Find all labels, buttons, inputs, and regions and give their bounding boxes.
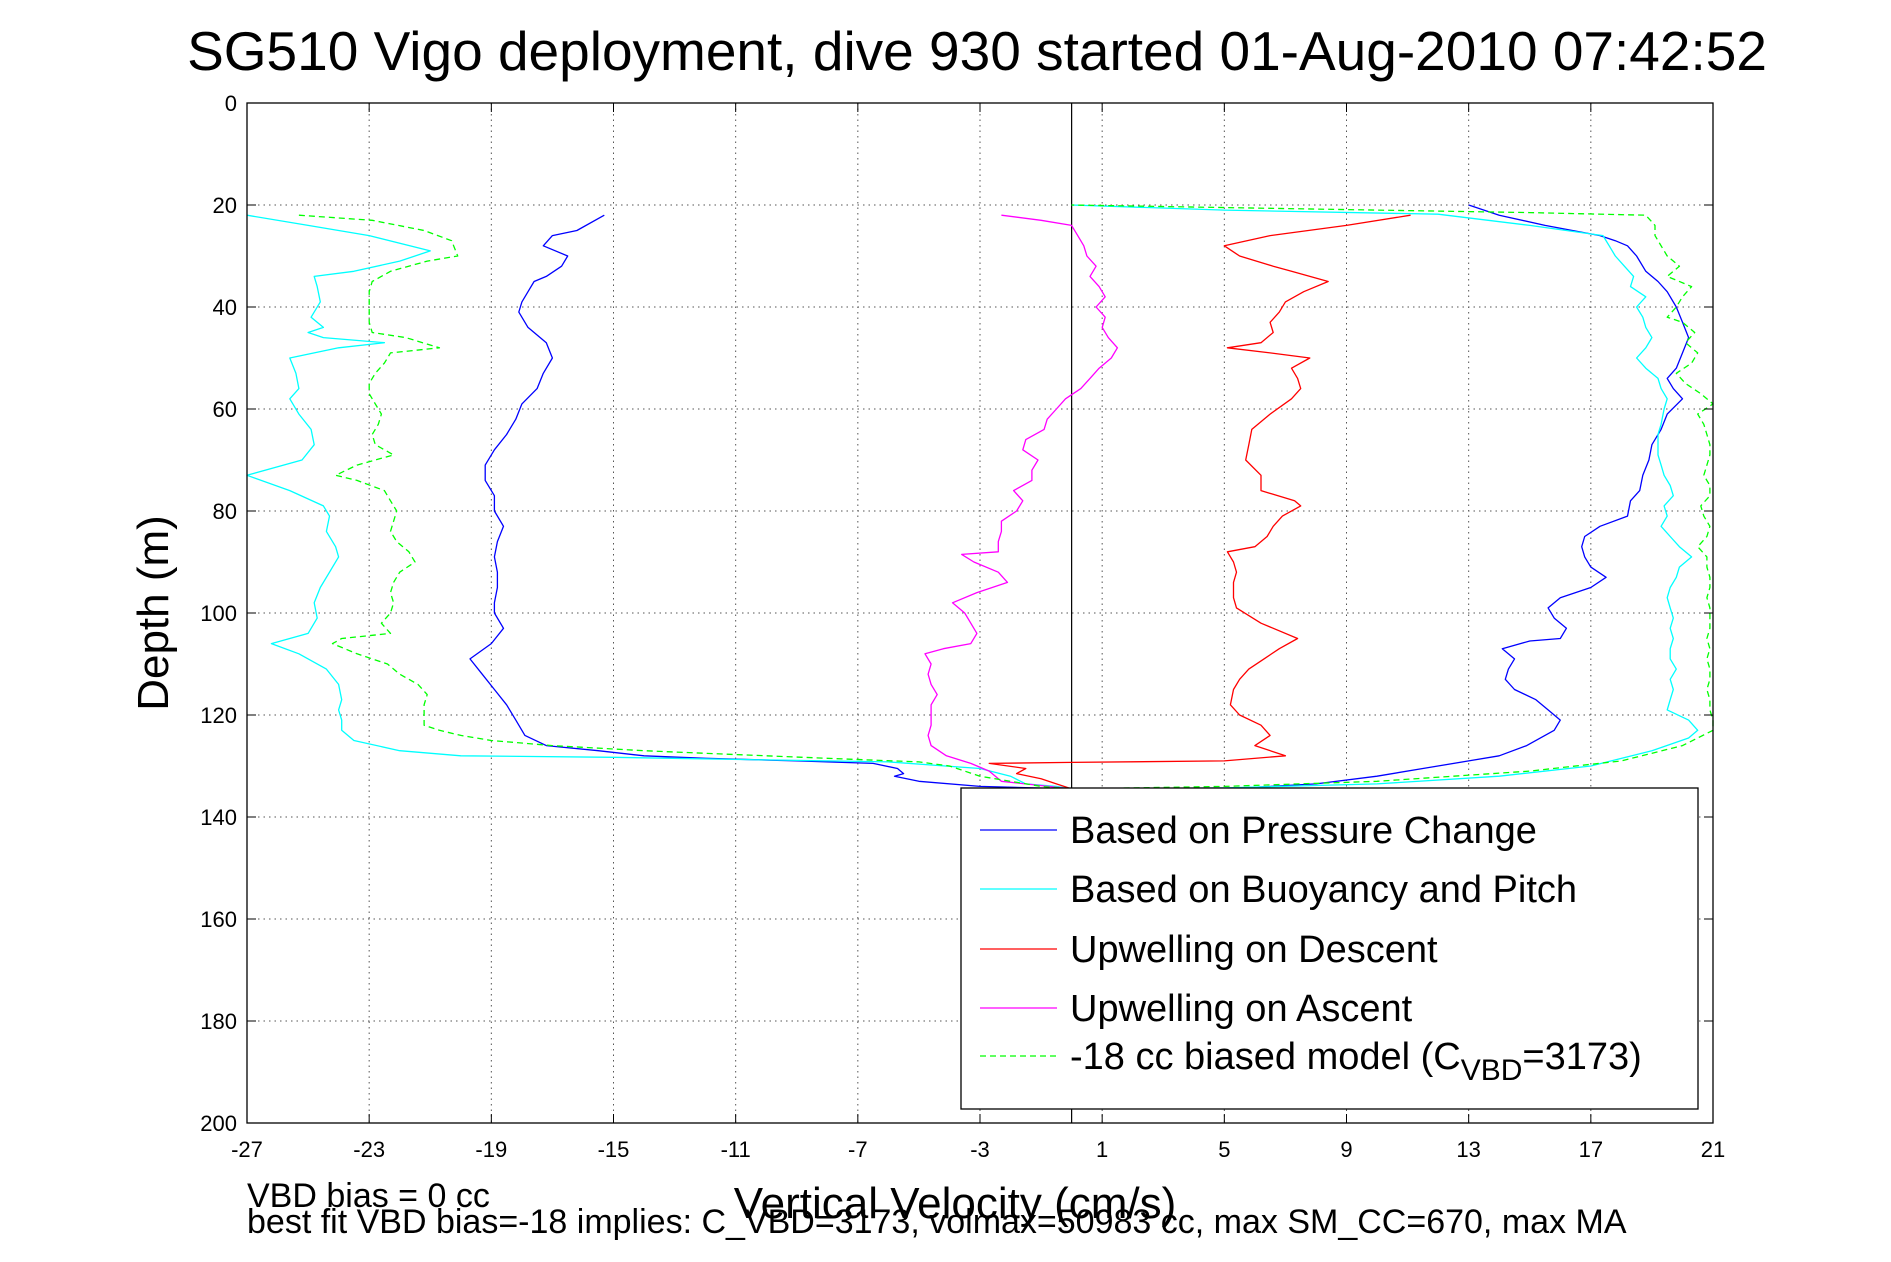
x-tick-label: 5 — [1218, 1137, 1230, 1162]
y-axis-label: Depth (m) — [129, 515, 178, 711]
y-tick-label: 60 — [213, 397, 237, 422]
y-tick-label: 100 — [200, 601, 237, 626]
x-tick-label: -27 — [231, 1137, 263, 1162]
series-line-2 — [246, 204, 1699, 790]
y-tick-label: 80 — [213, 499, 237, 524]
annotation-line-1: VBD bias = 0 cc — [247, 1177, 490, 1215]
y-tick-label: 40 — [213, 295, 237, 320]
x-tick-label: -15 — [598, 1137, 630, 1162]
legend-label-4: Upwelling on Ascent — [1070, 988, 1413, 1030]
chart-title: SG510 Vigo deployment, dive 930 started … — [187, 20, 1767, 82]
legend-label-rest: =3173) — [1522, 1036, 1641, 1078]
series-line-3 — [988, 214, 1411, 790]
y-tick-label: 0 — [225, 91, 237, 116]
y-tick-label: 160 — [200, 907, 237, 932]
y-tick-label: 120 — [200, 703, 237, 728]
legend-label-3: Upwelling on Descent — [1070, 929, 1438, 971]
x-tick-label: 1 — [1096, 1137, 1108, 1162]
x-tick-label: -19 — [475, 1137, 507, 1162]
legend-subscript: VBD — [1461, 1054, 1523, 1087]
series-group — [246, 204, 1714, 790]
annotation-line-2: best fit VBD bias=-18 implies: C_VBD=317… — [247, 1203, 1627, 1241]
y-axis-ticks: 0 20 40 60 80 100 120 140 160 180 200 — [200, 91, 1713, 1136]
y-tick-label: 140 — [200, 805, 237, 830]
x-tick-label: -23 — [353, 1137, 385, 1162]
x-tick-label: -3 — [970, 1137, 990, 1162]
x-axis-ticks: -27 -23 -19 -15 -11 -7 -3 1 5 9 13 17 21 — [231, 103, 1725, 1162]
series-line-1 — [469, 204, 1690, 790]
y-tick-label: 180 — [200, 1009, 237, 1034]
legend-box — [960, 787, 1699, 1110]
y-tick-label: 200 — [200, 1111, 237, 1136]
x-tick-label: -7 — [848, 1137, 868, 1162]
x-tick-label: 21 — [1701, 1137, 1725, 1162]
legend-label-1: Based on Pressure Change — [1070, 810, 1537, 852]
x-axis-label: Vertical Velocity (cm/s) — [734, 1179, 1177, 1228]
legend-label-2: Based on Buoyancy and Pitch — [1070, 869, 1577, 911]
x-tick-label: -11 — [721, 1137, 751, 1162]
series-line-5 — [298, 204, 1714, 790]
x-tick-label: 17 — [1579, 1137, 1603, 1162]
series-line-4 — [924, 214, 1119, 790]
legend: Based on Pressure Change Based on Buoyanc… — [960, 787, 1699, 1110]
x-tick-label: 9 — [1340, 1137, 1352, 1162]
y-tick-label: 20 — [213, 193, 237, 218]
x-tick-label: 13 — [1456, 1137, 1480, 1162]
